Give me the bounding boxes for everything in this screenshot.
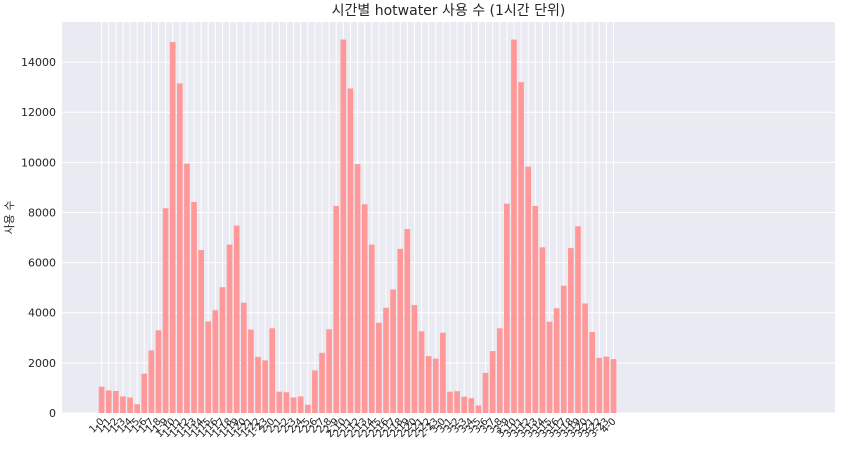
bar-1-8 — [155, 330, 162, 413]
bar-2-4 — [297, 396, 304, 413]
bar-3-21 — [589, 332, 596, 413]
y-axis-ticks: 0 2000 4000 6000 8000 10000 12000 14000 — [21, 56, 56, 420]
bar-2-12 — [354, 164, 361, 413]
bar-2-8 — [326, 329, 332, 413]
bar-3-6 — [482, 372, 489, 413]
bar-2-18 — [397, 248, 404, 413]
bar-1-15 — [205, 321, 212, 413]
y-axis-label: 사용 수 — [3, 201, 16, 235]
bar-1-22 — [255, 356, 261, 413]
bar-2-15 — [376, 322, 382, 413]
bar-3-19 — [575, 226, 581, 413]
bar-2-5 — [304, 404, 311, 413]
bar-3-22 — [596, 357, 603, 413]
bar-2-23 — [432, 358, 439, 413]
bar-1-3 — [120, 396, 126, 413]
y-tick-label: 2000 — [28, 357, 56, 370]
bar-1-6 — [141, 373, 148, 413]
bar-3-3 — [461, 396, 468, 413]
bar-3-23 — [603, 356, 610, 413]
bar-1-2 — [112, 390, 119, 413]
plot-area — [62, 22, 835, 413]
bar-3-4 — [468, 398, 475, 413]
bar-1-1 — [105, 390, 112, 413]
bar-2-2 — [283, 392, 290, 413]
y-tick-label: 14000 — [21, 56, 56, 69]
bar-2-13 — [361, 204, 368, 413]
bar-2-16 — [383, 307, 389, 413]
bar-3-1 — [447, 391, 453, 413]
bar-3-12 — [525, 166, 532, 413]
bar-1-5 — [134, 404, 140, 413]
bar-1-20 — [240, 302, 247, 413]
bar-2-9 — [333, 205, 340, 413]
bar-3-13 — [532, 205, 539, 413]
bar-3-18 — [568, 248, 574, 413]
bar-1-12 — [184, 163, 190, 413]
bar-1-21 — [248, 329, 254, 413]
chart-title: 시간별 hotwater 사용 수 (1시간 단위) — [332, 3, 566, 19]
bar-3-9 — [504, 203, 510, 413]
bar-2-21 — [418, 331, 425, 413]
bar-3-14 — [539, 247, 546, 413]
bar-2-0 — [269, 328, 276, 413]
bar-3-11 — [518, 82, 524, 414]
bar-3-20 — [582, 303, 588, 413]
y-tick-label: 4000 — [28, 307, 56, 320]
bar-3-0 — [440, 332, 446, 413]
bar-2-7 — [319, 352, 325, 413]
bar-3-2 — [454, 391, 460, 413]
bar-3-7 — [489, 351, 496, 413]
bar-4-0 — [610, 359, 617, 413]
bar-3-16 — [553, 308, 560, 413]
bar-1-10 — [169, 42, 176, 414]
y-tick-label: 0 — [49, 407, 56, 420]
bar-2-19 — [404, 229, 411, 413]
bar-3-15 — [546, 321, 553, 413]
y-tick-label: 6000 — [28, 257, 56, 270]
bar-1-13 — [191, 201, 197, 413]
bar-3-8 — [496, 328, 503, 413]
bar-2-17 — [390, 289, 396, 413]
bar-2-22 — [425, 356, 432, 413]
y-tick-label: 10000 — [21, 156, 56, 169]
bars — [98, 39, 617, 414]
bar-1-19 — [233, 225, 240, 413]
bar-1-4 — [127, 397, 133, 413]
bar-2-6 — [312, 370, 318, 413]
bar-2-20 — [411, 304, 418, 413]
bar-2-14 — [368, 244, 375, 413]
bar-1-0 — [98, 386, 105, 413]
bar-2-11 — [347, 88, 354, 414]
bar-1-9 — [162, 208, 169, 413]
bar-3-17 — [560, 285, 567, 413]
bar-1-16 — [212, 310, 219, 413]
bar-3-10 — [511, 39, 517, 414]
bar-1-7 — [148, 350, 155, 413]
bar-1-17 — [219, 287, 226, 413]
y-tick-label: 12000 — [21, 106, 56, 119]
bar-2-3 — [290, 397, 297, 413]
bar-2-10 — [340, 39, 347, 414]
bar-1-23 — [262, 360, 268, 413]
bar-1-14 — [198, 250, 204, 413]
bar-2-1 — [276, 391, 283, 413]
bar-1-11 — [176, 83, 183, 414]
y-tick-label: 8000 — [28, 206, 56, 219]
bar-1-18 — [226, 244, 233, 413]
bar-3-5 — [475, 405, 482, 413]
x-axis-ticks: 1-01-11-21-31-41-51-61-71-81-91-101-111-… — [87, 416, 618, 440]
